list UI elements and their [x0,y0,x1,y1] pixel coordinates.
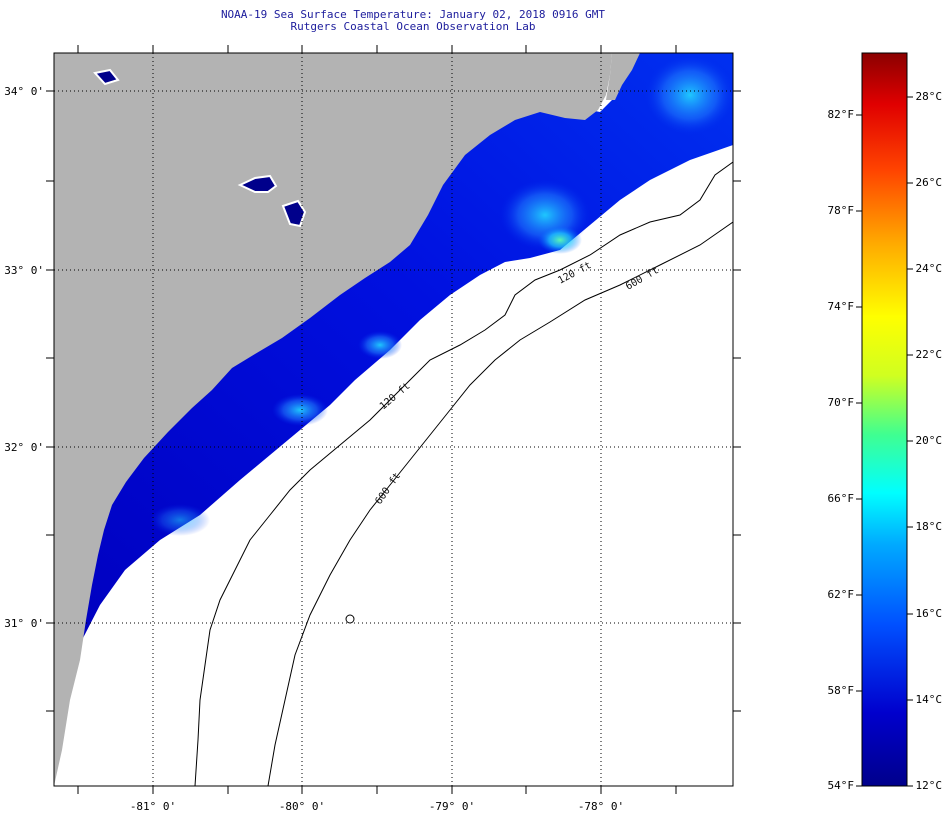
colorbar-f-label: 66°F [827,492,855,505]
colorbar-c-label: 12°C [915,779,943,792]
contour-120ft [194,161,733,786]
sst-warm-patch [150,504,210,536]
contour-600ft [267,221,733,786]
frame-ticks [46,45,741,794]
lon-label-78: -78° 0' [577,800,625,813]
colorbar [861,52,908,787]
colorbar-f-label: 78°F [827,204,855,217]
land-area [54,53,612,786]
lat-label-34: 34° 0' [4,85,44,98]
colorbar-f-label: 54°F [827,779,855,792]
lake [93,68,120,86]
land-area [606,53,640,100]
colorbar-f-label: 58°F [827,684,855,697]
map-subtitle: Rutgers Coastal Ocean Observation Lab [290,20,536,33]
colorbar-f-label: 82°F [827,108,855,121]
map-frame [53,52,734,787]
lon-label-79: -79° 0' [428,800,476,813]
colorbar-ticks [856,96,913,787]
colorbar-c-label: 28°C [915,90,943,103]
colorbar-f-label: 74°F [827,300,855,313]
colorbar-c-label: 22°C [915,348,943,361]
lat-label-31: 31° 0' [4,617,44,630]
sst-warm-patch [358,331,402,359]
sst-warm-patch [272,394,328,426]
sst-warm-patch [645,55,733,135]
colorbar-c-label: 20°C [915,434,943,447]
colorbar-f-label: 62°F [827,588,855,601]
lake [237,174,278,193]
colorbar-c-label: 26°C [915,176,943,189]
colorbar-c-label: 24°C [915,262,943,275]
colorbar-c-label: 14°C [915,693,943,706]
colorbar-c-label: 18°C [915,520,943,533]
lat-label-32: 32° 0' [4,441,44,454]
sst-warm-patch [538,226,582,254]
lat-label-33: 33° 0' [4,264,44,277]
colorbar-f-label: 70°F [827,396,855,409]
lon-label-81: -81° 0' [129,800,177,813]
lon-label-80: -80° 0' [278,800,326,813]
map-title: NOAA-19 Sea Surface Temperature: January… [220,8,606,21]
colorbar-c-label: 16°C [915,607,943,620]
lake [281,199,307,228]
